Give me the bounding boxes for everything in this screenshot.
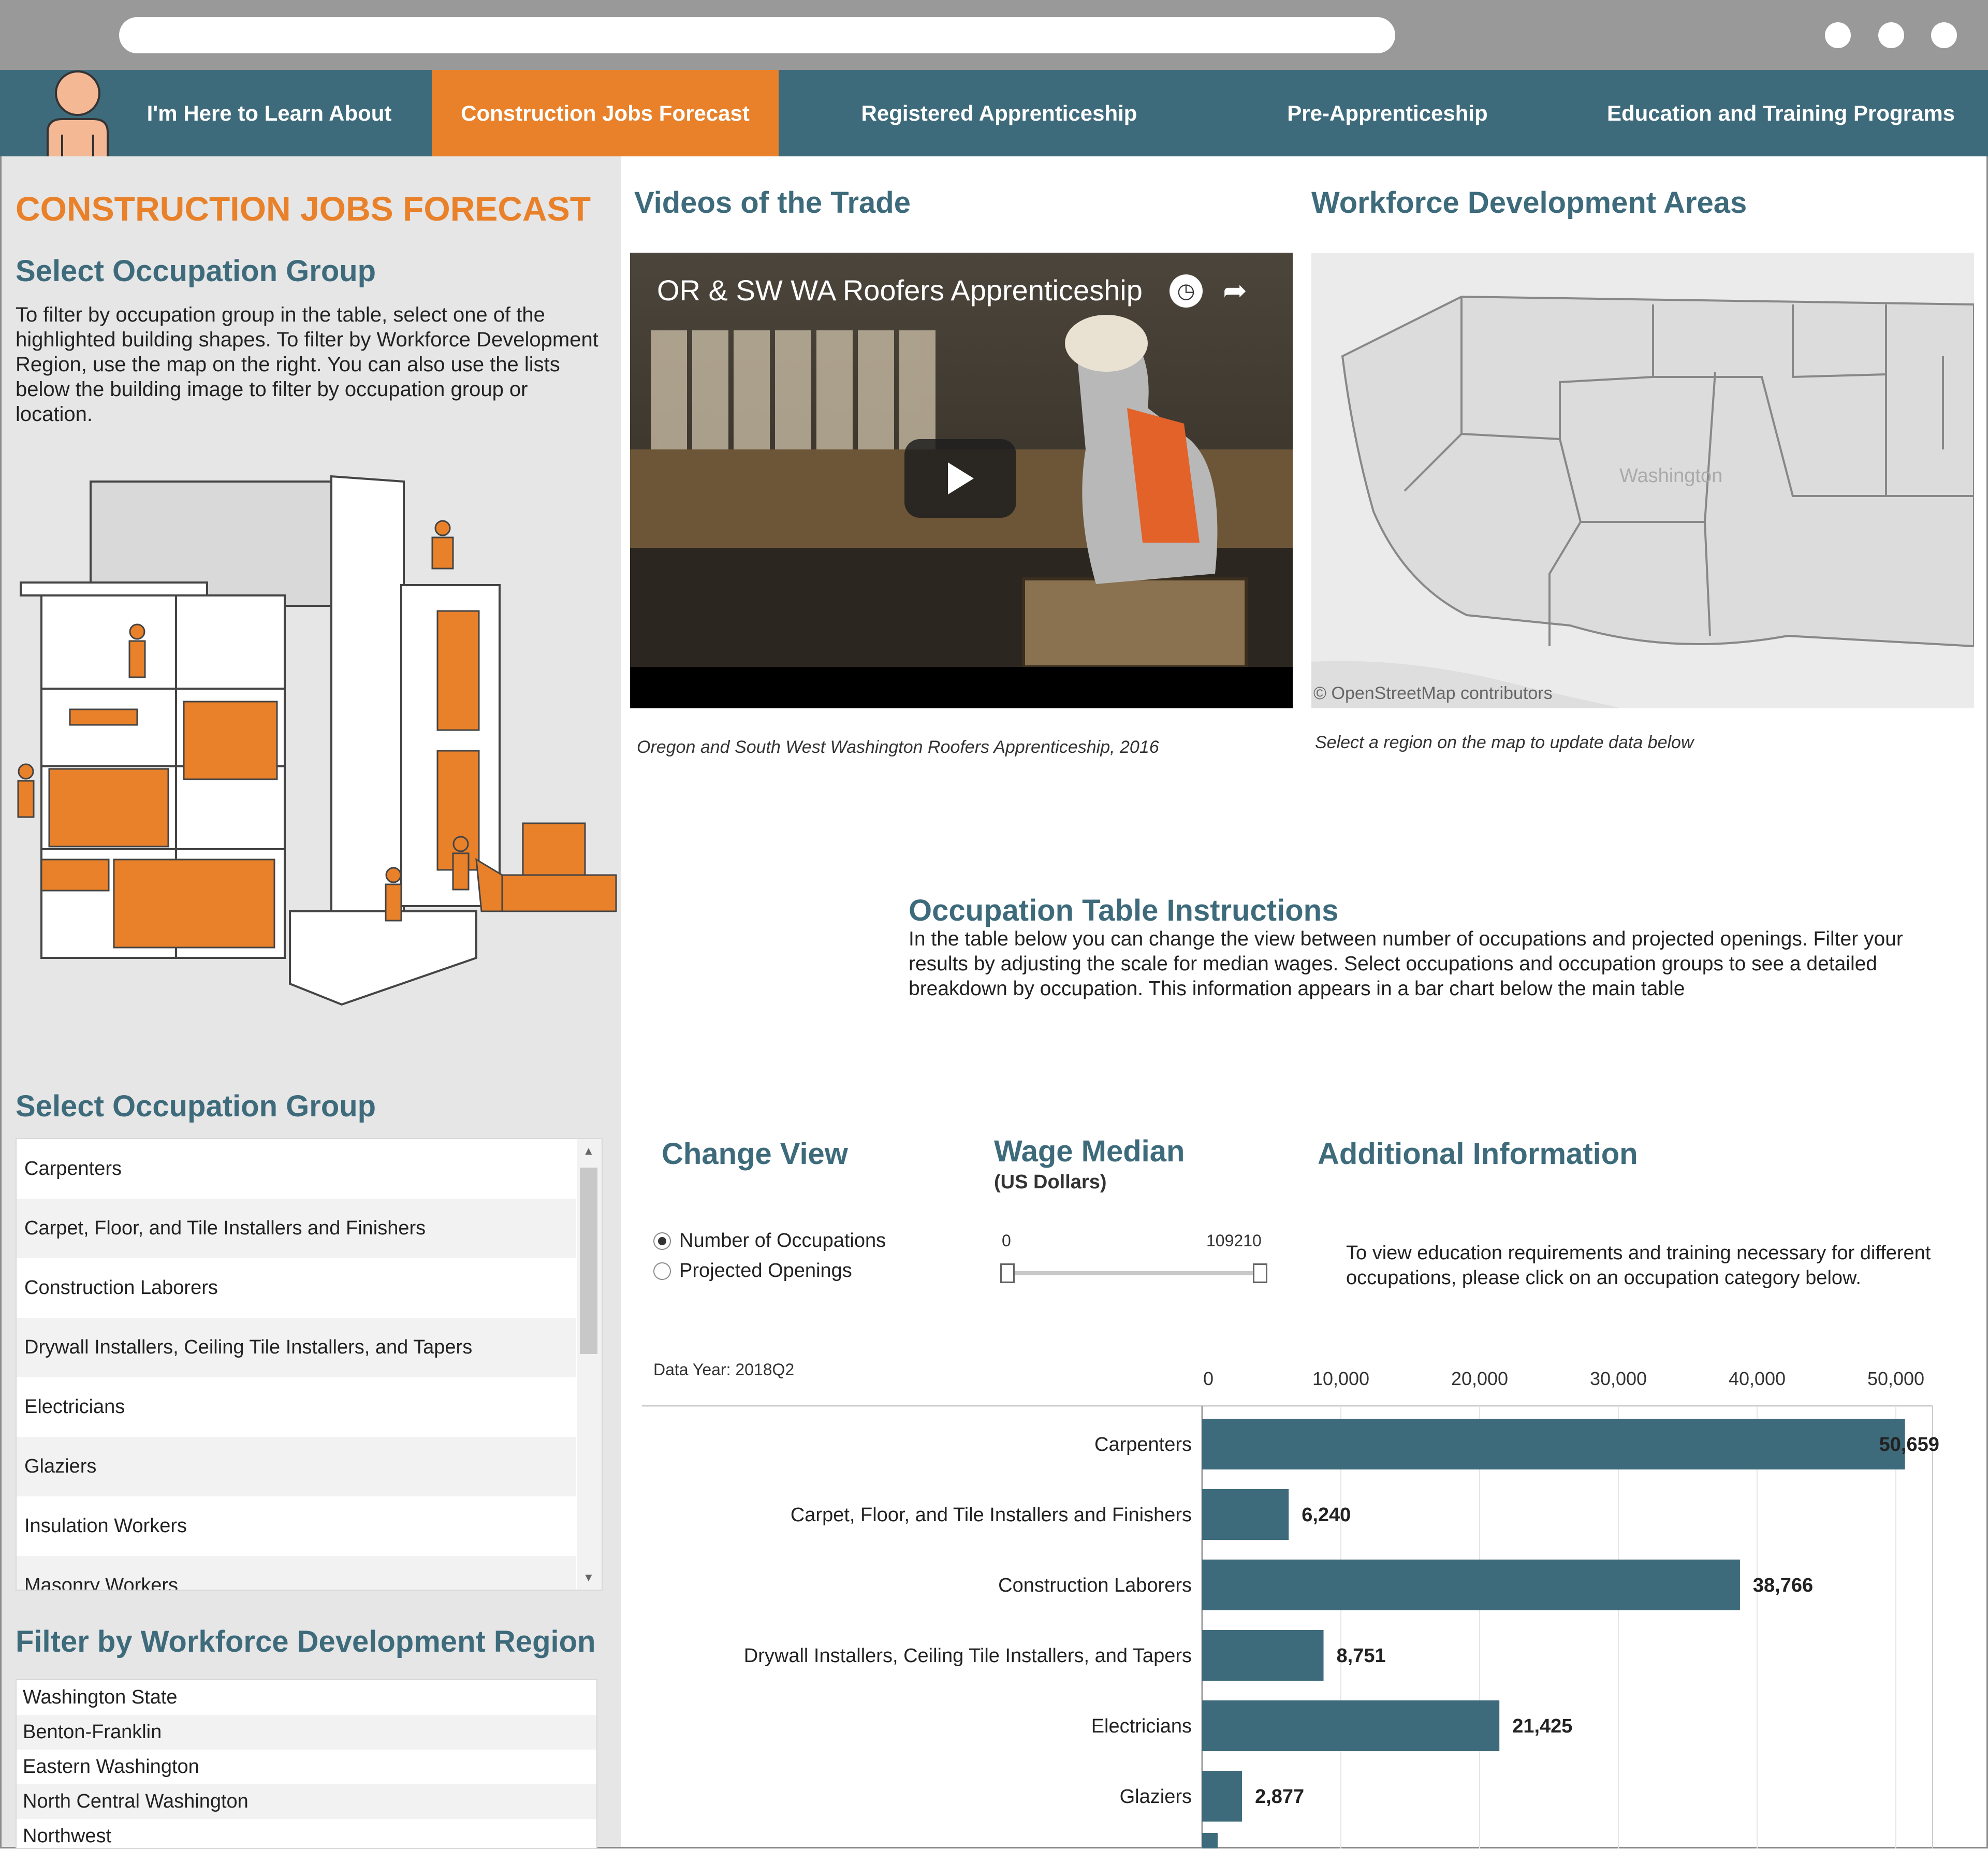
additional-info-text: To view education requirements and train… xyxy=(1346,1242,1931,1289)
change-view-heading: Change View xyxy=(662,1137,848,1171)
radio-label: Number of Occupations xyxy=(679,1230,886,1251)
window-dot-icon[interactable] xyxy=(1825,22,1851,48)
video-player[interactable]: OR & SW WA Roofers Apprenticeship ◷ ➦ xyxy=(630,253,1293,708)
nav-construction-jobs-forecast[interactable]: Construction Jobs Forecast xyxy=(432,70,779,156)
map-state-label: Washington xyxy=(1619,465,1723,487)
scroll-thumb[interactable] xyxy=(580,1168,597,1354)
videos-heading: Videos of the Trade xyxy=(634,186,911,220)
chart-tick-label: 10,000 xyxy=(1312,1368,1369,1389)
radio-projected-openings[interactable]: Projected Openings xyxy=(653,1260,852,1282)
chart-value-label: 50,659 xyxy=(1879,1434,1939,1455)
chart-bar[interactable] xyxy=(1202,1700,1500,1751)
wage-slider-track[interactable] xyxy=(1007,1271,1261,1275)
occupation-list[interactable]: Carpenters Carpet, Floor, and Tile Insta… xyxy=(16,1138,603,1591)
list-item[interactable]: Insulation Workers xyxy=(17,1496,576,1556)
window-dot-icon[interactable] xyxy=(1878,22,1904,48)
radio-label: Projected Openings xyxy=(679,1260,852,1282)
nav-pre-apprenticeship[interactable]: Pre-Apprenticeship xyxy=(1287,100,1488,125)
chart-category-label: Carpenters xyxy=(1094,1434,1192,1455)
data-year-label: Data Year: 2018Q2 xyxy=(653,1360,795,1379)
radio-selected-icon[interactable] xyxy=(653,1232,671,1250)
additional-info-heading: Additional Information xyxy=(1318,1137,1638,1171)
list-scrollbar[interactable]: ▲ ▼ xyxy=(577,1139,602,1590)
map-attribution: © OpenStreetMap contributors xyxy=(1313,683,1553,703)
list-item[interactable]: Masonry Workers xyxy=(17,1556,576,1590)
chart-bar[interactable] xyxy=(1202,1833,1218,1848)
chart-tick-label: 0 xyxy=(1203,1368,1214,1389)
list-item[interactable]: Glaziers xyxy=(17,1437,576,1496)
chart-bar[interactable] xyxy=(1202,1630,1324,1681)
list-item[interactable]: Drywall Installers, Ceiling Tile Install… xyxy=(17,1318,576,1377)
chart-category-label: Electricians xyxy=(1091,1715,1192,1737)
chart-value-label: 2,877 xyxy=(1255,1786,1304,1808)
list-item[interactable]: Carpet, Floor, and Tile Installers and F… xyxy=(17,1199,576,1258)
chart-value-label: 38,766 xyxy=(1753,1575,1813,1596)
chart-bar[interactable] xyxy=(1202,1771,1242,1822)
chart-value-label: 21,425 xyxy=(1512,1715,1572,1737)
building-illustration[interactable] xyxy=(10,466,621,1015)
occupation-bar-chart: 0 10,000 20,000 30,000 40,000 50,000 Carpenter… xyxy=(642,1368,1939,1848)
chart-category-label: Drywall Installers, Ceiling Tile Install… xyxy=(744,1645,1192,1667)
list-item[interactable]: Benton-Franklin xyxy=(17,1715,596,1750)
occupation-table-heading: Occupation Table Instructions xyxy=(909,894,1339,927)
select-occupation-heading: Select Occupation Group xyxy=(16,254,376,288)
watch-later-icon[interactable]: ◷ xyxy=(1170,274,1203,308)
nav-registered-apprenticeship[interactable]: Registered Apprenticeship xyxy=(861,100,1137,125)
person-avatar-icon xyxy=(41,70,114,156)
map-caption: Select a region on the map to update dat… xyxy=(1315,733,1694,752)
wage-median-heading: Wage Median xyxy=(994,1134,1185,1168)
wage-slider-max-handle[interactable] xyxy=(1253,1263,1267,1283)
video-title[interactable]: OR & SW WA Roofers Apprenticeship xyxy=(657,274,1143,307)
chart-value-label: 8,751 xyxy=(1337,1645,1386,1667)
chart-tick-label: 50,000 xyxy=(1867,1368,1924,1389)
occupation-table-instructions: In the table below you can change the vi… xyxy=(909,928,1903,1000)
workforce-areas-heading: Workforce Development Areas xyxy=(1311,186,1747,220)
list-item[interactable]: Electricians xyxy=(17,1377,576,1437)
workforce-map[interactable]: Washington © OpenStreetMap contributors xyxy=(1311,253,1974,708)
chart-tick-label: 20,000 xyxy=(1451,1368,1508,1389)
chart-bar[interactable] xyxy=(1202,1560,1740,1610)
page-title: CONSTRUCTION JOBS FORECAST xyxy=(16,190,591,228)
chart-tick-label: 30,000 xyxy=(1590,1368,1647,1389)
radio-unselected-icon[interactable] xyxy=(653,1262,671,1280)
chart-bar[interactable] xyxy=(1202,1489,1289,1540)
chart-value-label: 6,240 xyxy=(1302,1504,1351,1526)
list-item[interactable]: Carpenters xyxy=(17,1139,576,1199)
list-item[interactable]: North Central Washington xyxy=(17,1784,596,1819)
play-icon xyxy=(948,462,974,494)
video-caption: Oregon and South West Washington Roofers… xyxy=(637,737,1159,757)
wage-max-label: 109210 xyxy=(1206,1231,1262,1250)
browser-chrome xyxy=(0,0,1988,70)
share-icon[interactable]: ➦ xyxy=(1223,274,1247,307)
wage-min-label: 0 xyxy=(1002,1231,1011,1250)
play-button[interactable] xyxy=(904,439,1016,518)
filter-instructions: To filter by occupation group in the tab… xyxy=(16,303,598,426)
nav-education-training[interactable]: Education and Training Programs xyxy=(1606,100,1955,125)
wage-median-unit: (US Dollars) xyxy=(994,1171,1107,1193)
list-item[interactable]: Eastern Washington xyxy=(17,1750,596,1784)
top-nav: I'm Here to Learn About Construction Job… xyxy=(0,70,1988,156)
address-bar[interactable] xyxy=(119,17,1395,53)
chart-bar[interactable] xyxy=(1202,1419,1905,1469)
chart-category-label: Glaziers xyxy=(1120,1786,1192,1808)
chart-tick-label: 40,000 xyxy=(1729,1368,1786,1389)
window-dot-icon[interactable] xyxy=(1931,22,1957,48)
list-item[interactable]: Washington State xyxy=(17,1680,596,1715)
list-item[interactable]: Northwest xyxy=(17,1819,596,1848)
occupation-list-heading: Select Occupation Group xyxy=(16,1089,376,1123)
nav-learn-about[interactable]: I'm Here to Learn About xyxy=(147,100,392,125)
wage-slider-min-handle[interactable] xyxy=(1000,1263,1015,1283)
list-item[interactable]: Construction Laborers xyxy=(17,1258,576,1318)
chart-category-label: Construction Laborers xyxy=(998,1575,1192,1596)
region-filter-heading: Filter by Workforce Development Region xyxy=(16,1625,596,1658)
chart-category-label: Carpet, Floor, and Tile Installers and F… xyxy=(791,1504,1192,1526)
scroll-up-icon[interactable]: ▲ xyxy=(583,1144,594,1157)
scroll-down-icon[interactable]: ▼ xyxy=(583,1571,594,1584)
region-list[interactable]: Washington State Benton-Franklin Eastern… xyxy=(16,1679,597,1849)
radio-number-of-occupations[interactable]: Number of Occupations xyxy=(653,1230,886,1252)
